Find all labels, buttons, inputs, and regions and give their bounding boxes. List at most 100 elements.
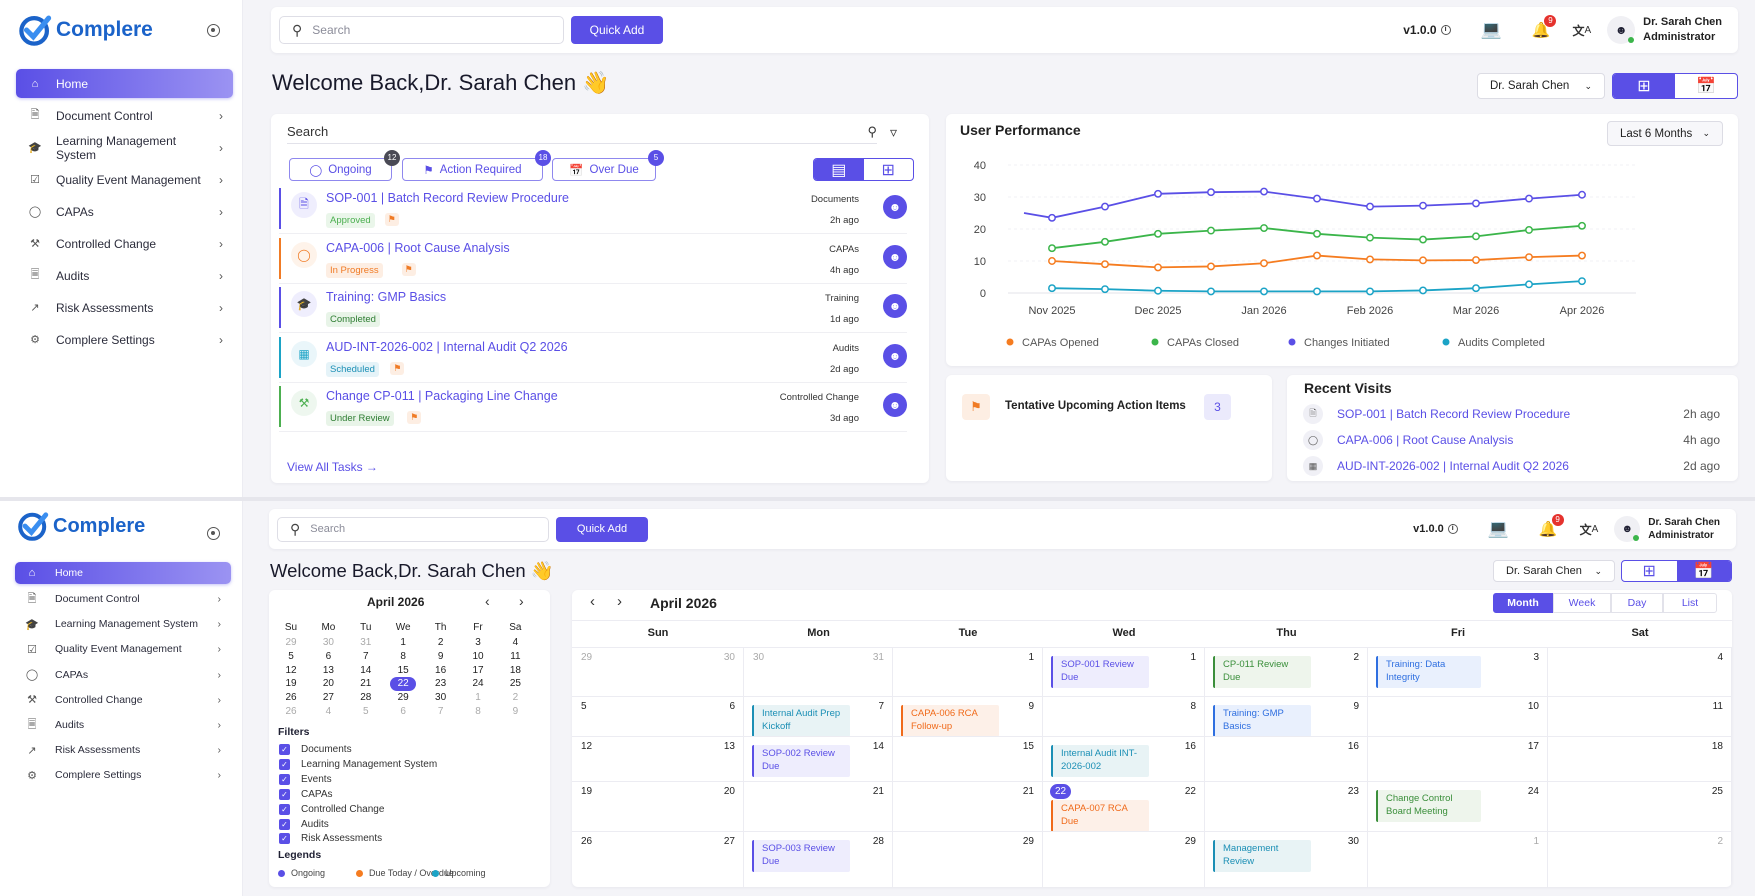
data-point[interactable]	[1578, 251, 1586, 260]
calendar-event[interactable]: SOP-001 Review Due	[1051, 656, 1149, 688]
task-title[interactable]: AUD-INT-2026-002 | Internal Audit Q2 202…	[326, 339, 568, 354]
sidebar-item-controlled-change[interactable]: ⚒ Controlled Change ›	[15, 689, 231, 711]
assignee-avatar[interactable]: ☻	[883, 343, 907, 368]
mini-calendar-day[interactable]: 9	[437, 650, 444, 662]
data-point[interactable]	[1472, 284, 1480, 293]
calendar-day-cell[interactable]: 30 Management Review	[1205, 831, 1368, 887]
calendar-day-cell[interactable]: 26 27	[572, 831, 744, 887]
mini-calendar-day[interactable]: 5	[288, 650, 294, 662]
mini-calendar-day[interactable]: 20	[322, 678, 334, 690]
calendar-day-cell[interactable]: 2 CP-011 Review Due	[1205, 647, 1368, 696]
task-row[interactable]: 🎓 Training: GMP Basics Completed Training 1d…	[279, 285, 907, 333]
calendar-day-cell[interactable]: 29 30	[572, 647, 744, 696]
data-point[interactable]	[1419, 201, 1427, 210]
list-view-button[interactable]: ▤	[814, 159, 864, 180]
legend-label[interactable]: Audits Completed	[1458, 337, 1545, 349]
calendar-event[interactable]: Management Review	[1213, 840, 1311, 872]
calendar-view-button[interactable]: 📅	[1696, 78, 1716, 95]
search-input[interactable]: ⚲ Search	[279, 16, 564, 44]
data-point[interactable]	[1525, 226, 1533, 234]
search-input[interactable]: ⚲ Search	[277, 516, 549, 542]
filter-icon[interactable]: ▿	[890, 124, 898, 140]
calendar-day-cell[interactable]: 22 22 CAPA-007 RCA Due	[1043, 781, 1205, 832]
data-point[interactable]	[1366, 202, 1374, 211]
data-point[interactable]	[1101, 260, 1109, 269]
calendar-day-cell[interactable]: 25	[1548, 781, 1732, 831]
data-point[interactable]	[1472, 256, 1480, 264]
search-icon[interactable]: ⚲	[867, 123, 877, 139]
mini-calendar-day[interactable]: 31	[360, 637, 372, 648]
sidebar-item-document-control[interactable]: 🗎 Document Control ›	[16, 101, 233, 130]
laptop-icon[interactable]: 💻	[1480, 20, 1502, 39]
calendar-day-cell[interactable]: 1	[1368, 831, 1548, 887]
data-point[interactable]	[1525, 253, 1533, 262]
data-point[interactable]	[1207, 287, 1215, 296]
task-search-input[interactable]: Search ⚲	[287, 120, 877, 144]
calendar-day-cell[interactable]: 29	[1043, 831, 1205, 887]
mini-calendar-day[interactable]: 19	[285, 678, 297, 690]
mini-calendar-day[interactable]: 4	[325, 706, 332, 717]
legend-label[interactable]: Changes Initiated	[1304, 337, 1390, 349]
calendar-day-cell[interactable]: 15	[893, 736, 1043, 781]
sidebar-item-risk-assessments[interactable]: ↗ Risk Assessments ›	[16, 293, 233, 322]
chip-ongoing[interactable]: ◯ Ongoing 12	[289, 150, 400, 181]
data-point[interactable]	[1419, 235, 1427, 244]
grid-view-button[interactable]: ⊞	[1642, 563, 1656, 580]
calendar-day-cell[interactable]: 9 CAPA-006 RCA Follow-up	[893, 696, 1043, 737]
task-title[interactable]: Change CP-011 | Packaging Line Change	[326, 389, 558, 403]
next-month-button[interactable]: ›	[617, 593, 622, 610]
mini-calendar-day[interactable]: 7	[437, 706, 444, 717]
mini-calendar-day[interactable]: 1	[475, 692, 481, 704]
data-point[interactable]	[1207, 188, 1215, 197]
data-point[interactable]	[1472, 232, 1480, 241]
avatar[interactable]: ☻	[1607, 16, 1636, 44]
task-row[interactable]: ▦ AUD-INT-2026-002 | Internal Audit Q2 20…	[279, 335, 907, 383]
data-point[interactable]	[1048, 257, 1056, 265]
sidebar-item-learning-management-system[interactable]: 🎓 Learning Management System ›	[16, 133, 233, 162]
view-week-button[interactable]: Week	[1553, 593, 1611, 613]
mini-calendar-day[interactable]: 2	[512, 692, 519, 704]
mini-calendar-day[interactable]: 15	[397, 664, 409, 676]
sidebar-item-complere-settings[interactable]: ⚙ Complere Settings ›	[15, 764, 231, 786]
filter-checkbox-controlled-change[interactable]: ✓ Controlled Change	[279, 803, 384, 815]
calendar-day-cell[interactable]: 8	[1043, 696, 1205, 736]
task-row[interactable]: ⚒ Change CP-011 | Packaging Line Change Un…	[279, 384, 907, 432]
calendar-event[interactable]: CP-011 Review Due	[1213, 656, 1311, 688]
mini-calendar-day[interactable]: 21	[360, 678, 372, 690]
mini-calendar-day[interactable]: 16	[435, 664, 447, 676]
filter-checkbox-capas[interactable]: ✓ CAPAs	[279, 788, 333, 800]
data-point[interactable]	[1578, 190, 1586, 199]
data-point[interactable]	[1419, 286, 1427, 295]
data-point[interactable]	[1154, 229, 1162, 238]
data-point[interactable]	[1366, 255, 1374, 264]
mini-calendar-day[interactable]: 1	[400, 637, 406, 648]
data-point[interactable]	[1366, 287, 1374, 296]
recent-visit-title[interactable]: AUD-INT-2026-002 | Internal Audit Q2 202…	[1337, 459, 1569, 473]
view-day-button[interactable]: Day	[1611, 593, 1663, 613]
calendar-event[interactable]: CAPA-006 RCA Follow-up	[901, 705, 999, 737]
sidebar-item-controlled-change[interactable]: ⚒ Controlled Change ›	[16, 229, 233, 258]
mini-calendar-day[interactable]: 6	[400, 706, 406, 717]
calendar-day-cell[interactable]: 24 Change Control Board Meeting	[1368, 781, 1548, 831]
view-month-button[interactable]: Month	[1493, 593, 1553, 613]
mini-calendar-day[interactable]: 10	[472, 650, 484, 662]
calendar-day-cell[interactable]: 14 SOP-002 Review Due	[744, 736, 893, 781]
sidebar-item-home[interactable]: ⌂ Home	[16, 69, 233, 98]
data-point[interactable]	[1154, 263, 1162, 272]
data-point[interactable]	[1048, 284, 1056, 293]
legend-label[interactable]: CAPAs Opened	[1022, 337, 1099, 349]
data-point[interactable]	[1578, 221, 1586, 230]
data-point[interactable]	[1101, 285, 1109, 294]
calendar-day-cell[interactable]: 9 Training: GMP Basics	[1205, 696, 1368, 737]
recent-visit-title[interactable]: SOP-001 | Batch Record Review Procedure	[1337, 407, 1571, 421]
data-point[interactable]	[1578, 277, 1586, 286]
collapse-sidebar-icon[interactable]	[207, 527, 220, 540]
mini-calendar-day[interactable]: 24	[472, 678, 484, 690]
avatar[interactable]: ☻	[1614, 516, 1641, 542]
data-point[interactable]	[1260, 187, 1268, 196]
filter-checkbox-risk-assessments[interactable]: ✓ Risk Assessments	[279, 833, 382, 845]
data-point[interactable]	[1366, 233, 1374, 242]
mini-calendar-day[interactable]: 9	[512, 706, 519, 717]
data-point[interactable]	[1154, 286, 1162, 295]
